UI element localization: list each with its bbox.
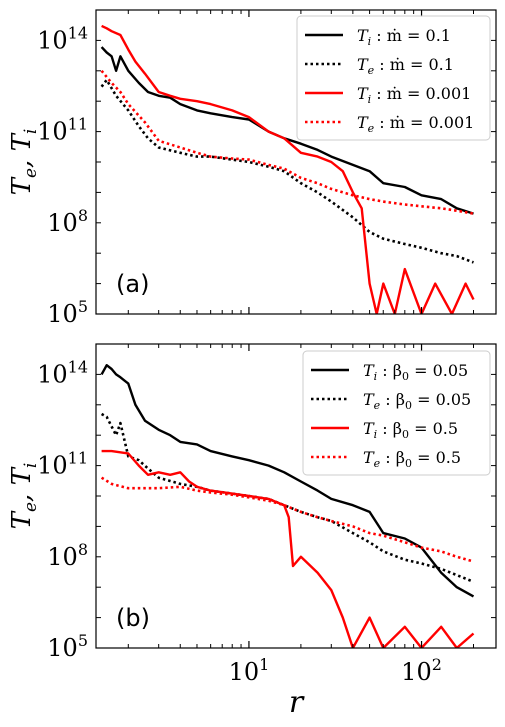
y-tick-label: 1014 — [37, 357, 88, 388]
series-line-2 — [101, 449, 475, 648]
y-tick-label: 105 — [47, 631, 88, 662]
legend-label-0: Ti : ṁ = 0.1 — [357, 26, 451, 48]
series-line-1 — [100, 412, 474, 584]
y-tick-label: 105 — [47, 297, 88, 328]
legend-label-3: Te : ṁ = 0.001 — [357, 113, 474, 135]
legend-label-0: Ti : β0 = 0.05 — [363, 361, 468, 383]
legend-box — [302, 350, 491, 476]
series-line-0 — [100, 46, 474, 215]
x-tick-label: 101 — [229, 655, 270, 686]
legend-box — [296, 15, 491, 141]
legend-label-2: Ti : ṁ = 0.001 — [357, 84, 471, 106]
series-line-2 — [101, 24, 475, 314]
y-tick-label: 1011 — [37, 449, 88, 480]
legend-label-3: Te : β0 = 0.5 — [363, 448, 461, 470]
series-group — [100, 24, 475, 314]
x-tick-label: 102 — [401, 655, 442, 686]
y-axis-label: Te, Ti — [7, 463, 41, 530]
series-line-1 — [100, 78, 474, 264]
panel-a: 105 108 1011 1014 Te, Ti (a) Ti : ṁ = 0.1 Te : … — [7, 9, 497, 328]
legend-label-1: Te : β0 = 0.05 — [363, 390, 471, 412]
panel-label: (b) — [116, 604, 150, 632]
y-tick-label: 1014 — [37, 23, 88, 54]
series-line-0 — [100, 364, 475, 598]
legend-label-2: Ti : β0 = 0.5 — [363, 419, 458, 441]
panel-b: 101 102 105 108 1011 1014 Te, Ti r (b) Ti : β0 = … — [7, 343, 497, 720]
legend-label-1: Te : ṁ = 0.1 — [357, 55, 454, 77]
y-tick-label: 108 — [47, 206, 88, 237]
y-tick-label: 1011 — [37, 115, 88, 146]
x-axis-label: r — [289, 685, 305, 720]
series-line-3 — [100, 476, 474, 563]
y-tick-label: 108 — [47, 540, 88, 571]
y-axis-label: Te, Ti — [7, 129, 41, 196]
panel-label: (a) — [116, 270, 149, 298]
series-group — [100, 364, 475, 648]
